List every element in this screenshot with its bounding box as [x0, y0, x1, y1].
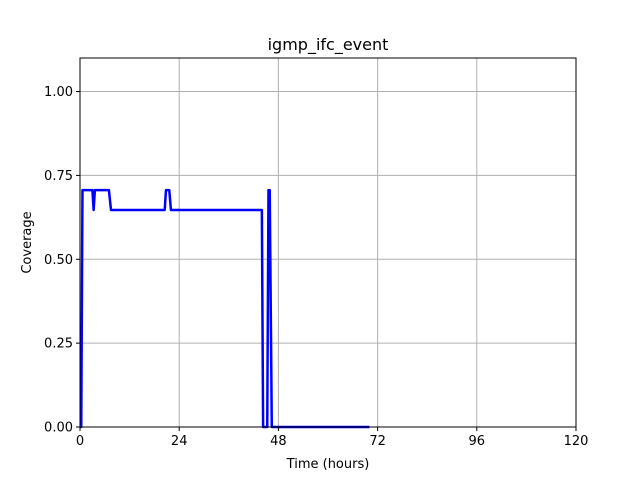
series-layer: [79, 188, 370, 429]
grid-lines: [79, 58, 577, 428]
x-tick-label: 48: [270, 434, 287, 449]
x-tick-label: 24: [171, 434, 188, 449]
x-tick-label: 120: [564, 434, 589, 449]
x-tick-label: 72: [369, 434, 386, 449]
x-tick-label: 96: [469, 434, 486, 449]
y-axis-label: Coverage: [20, 211, 35, 273]
x-tick-label: 0: [76, 434, 84, 449]
plot-area: [80, 58, 576, 427]
x-axis: 0 24 48 72 96 120: [76, 427, 589, 449]
chart-title: igmp_ifc_event: [268, 35, 389, 55]
y-tick-label: 0.75: [44, 169, 73, 184]
x-axis-label: Time (hours): [286, 457, 370, 472]
y-tick-label: 1.00: [44, 85, 73, 100]
plot-frame: [79, 57, 577, 428]
y-tick-label: 0.50: [44, 253, 73, 268]
y-tick-label: 0.25: [44, 337, 73, 352]
y-tick-label: 0.00: [44, 421, 73, 436]
y-axis: 0.00 0.25 0.50 0.75 1.00: [44, 85, 80, 436]
series-line: [79, 188, 370, 429]
